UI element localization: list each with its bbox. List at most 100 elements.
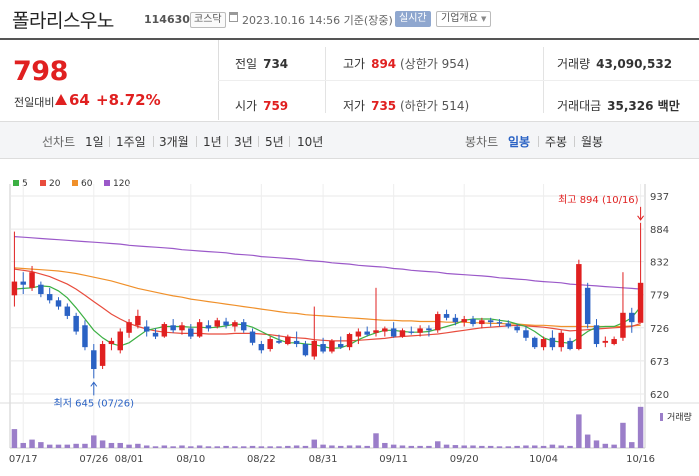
candle-body: [443, 314, 450, 318]
candle-body: [373, 330, 379, 333]
candle-body: [523, 330, 529, 338]
x-tick-label: 07/17: [9, 454, 38, 465]
legend-ma120: 120: [104, 179, 130, 189]
stock-code: 114630: [144, 13, 190, 26]
volume-bar: [514, 445, 520, 448]
volume-bar: [523, 445, 529, 448]
period-1y[interactable]: 1년: [203, 135, 222, 149]
x-tick-label: 07/26: [79, 454, 108, 465]
high-annotation: 최고 894 (10/16): [558, 194, 639, 206]
volume-label: 거래량: [557, 57, 591, 71]
candle-body: [240, 322, 247, 331]
volume-bar: [373, 433, 379, 448]
candle-body: [311, 340, 318, 357]
open-label: 시가: [235, 99, 258, 113]
volume-bar: [258, 446, 265, 448]
high-label: 고가: [343, 57, 366, 71]
lower-limit: (하한가 514): [399, 99, 470, 113]
divider: [218, 80, 699, 81]
legend-swatch: [72, 180, 78, 186]
candle-body: [487, 320, 494, 323]
candle-body: [320, 344, 326, 352]
candle-monthly[interactable]: 월봉: [581, 135, 604, 149]
market-badge: 코스닥: [190, 12, 226, 28]
low-annotation: 최저 645 (07/26): [54, 397, 135, 409]
candle-body: [161, 324, 168, 337]
volume-bar: [558, 445, 564, 448]
period-1w[interactable]: 1주일: [116, 135, 146, 149]
candle-body: [435, 314, 441, 331]
candle-body: [532, 337, 538, 348]
candle-body: [576, 264, 582, 350]
quote-prev: 전일 734: [235, 55, 288, 72]
corp-info-dropdown[interactable]: 기업개요 ▼: [436, 11, 492, 27]
volume-bar: [135, 443, 141, 448]
candle-body: [46, 294, 53, 301]
period-10y[interactable]: 10년: [297, 135, 324, 149]
candle-body: [452, 317, 459, 323]
volume-bar: [408, 445, 415, 448]
y-tick-label: 673: [650, 357, 669, 368]
candle-body: [346, 334, 353, 348]
candle-body: [637, 282, 644, 323]
legend-ma60: 60: [72, 179, 92, 189]
candle-body: [558, 332, 564, 348]
volume-bar: [232, 446, 238, 448]
volume-bar: [382, 442, 388, 448]
period-3m[interactable]: 3개월: [159, 135, 189, 149]
ma60-line: [14, 267, 641, 328]
x-tick-label: 08/10: [176, 454, 205, 465]
volume-bar: [170, 446, 176, 448]
volume-bar: [196, 445, 203, 448]
y-tick-label: 726: [650, 324, 669, 335]
volume-bar: [584, 434, 591, 448]
x-tick-label: 09/11: [379, 454, 408, 465]
candle-chart-label: 봉차트: [465, 135, 499, 149]
ma5-line: [14, 285, 642, 350]
upper-limit: (상한가 954): [399, 57, 470, 71]
high-value: 894: [371, 57, 397, 71]
candle-daily[interactable]: 일봉: [508, 135, 531, 149]
price-pct: +8.72%: [96, 91, 161, 109]
x-tick-label: 08/22: [247, 454, 276, 465]
quote-high: 고가 894 (상한가 954): [343, 55, 469, 72]
x-tick-label: 09/20: [450, 454, 479, 465]
volume-bar: [549, 444, 556, 448]
period-3y[interactable]: 3년: [234, 135, 253, 149]
volume-bar: [435, 441, 441, 448]
candle-body: [364, 331, 370, 335]
volume-bar: [46, 444, 53, 448]
volume-bar: [311, 439, 318, 448]
x-tick-label: 08/31: [309, 454, 338, 465]
candle-weekly[interactable]: 주봉: [545, 135, 568, 149]
corp-info-label: 기업개요: [441, 13, 478, 24]
candle-body: [496, 322, 503, 324]
candle-body: [267, 339, 273, 350]
candle-body: [329, 340, 335, 352]
candle-body: [549, 337, 556, 348]
period-5y[interactable]: 5년: [265, 135, 284, 149]
candle-body: [196, 322, 203, 337]
volume-bar: [576, 414, 582, 448]
period-bar: [0, 121, 699, 159]
stock-header: 폴라리스우노 114630 코스닥 2023.10.16 14:56 기준(장중…: [0, 0, 699, 38]
realtime-button[interactable]: 실시간: [395, 11, 431, 27]
candle-body: [567, 340, 573, 350]
volume-bar: [417, 445, 423, 448]
candle-body: [593, 325, 600, 345]
ma20-line: [14, 268, 641, 342]
candle-body: [302, 344, 309, 356]
period-1d[interactable]: 1일: [85, 135, 104, 149]
candle-body: [170, 325, 176, 331]
candle-body: [602, 340, 609, 343]
legend-label: 20: [49, 179, 61, 189]
candle-body: [276, 340, 282, 343]
legend-swatch: [104, 180, 110, 186]
volume-bar: [117, 442, 123, 448]
x-tick-label: 10/16: [626, 454, 655, 465]
volume-legend-label: 거래량: [667, 413, 692, 423]
divider: [109, 136, 110, 147]
volume-bar: [567, 445, 573, 448]
divider: [227, 136, 228, 147]
header-divider: [0, 38, 699, 40]
